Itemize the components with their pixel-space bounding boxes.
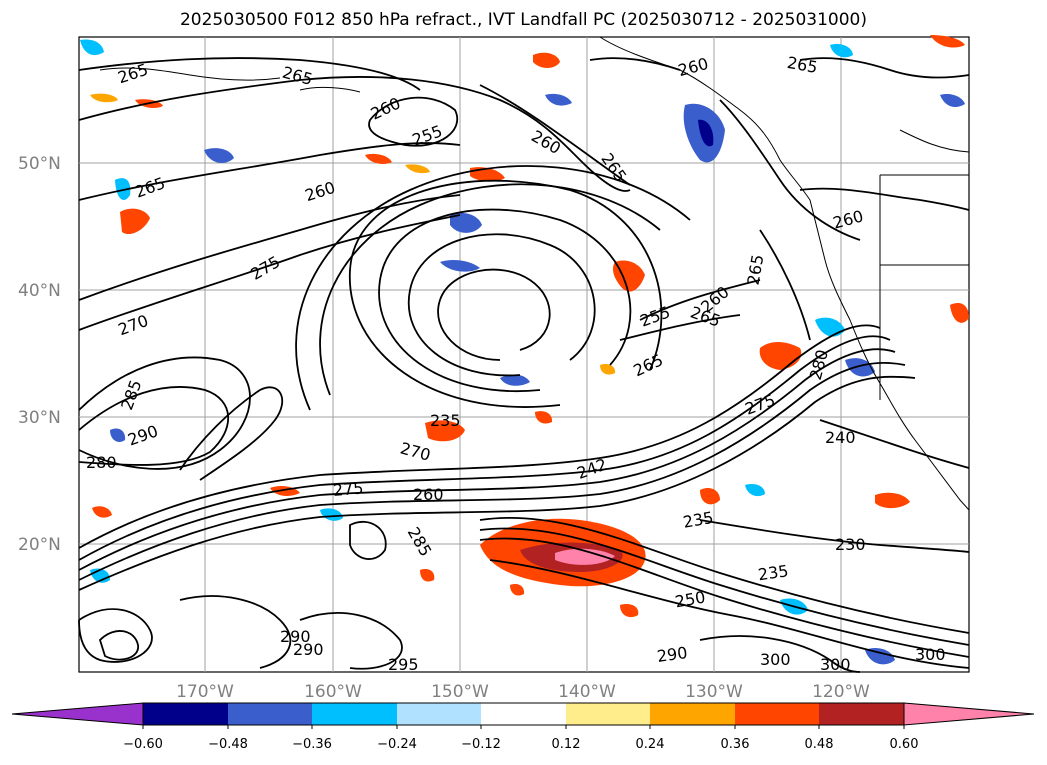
colorbar-tick-label: 0.24 xyxy=(636,737,665,752)
contour-label: 290 xyxy=(656,643,689,666)
contour-label: 260 xyxy=(413,485,444,504)
lat-label-20n: 20°N xyxy=(18,535,61,555)
colorbar-segment xyxy=(650,703,735,725)
colorbar-segment xyxy=(143,703,228,725)
colorbar-tick-label: 0.12 xyxy=(552,737,581,752)
colorbar-tick-label: −0.36 xyxy=(292,737,332,752)
contour-label: 235 xyxy=(430,411,461,430)
colorbar-tick-label: −0.24 xyxy=(377,737,417,752)
anomaly-fills xyxy=(80,35,969,665)
contour-lines xyxy=(78,57,970,673)
contour-label: 290 xyxy=(280,627,311,646)
latitude-labels: 50°N 40°N 30°N 20°N xyxy=(18,154,61,555)
lat-label-50n: 50°N xyxy=(18,154,61,174)
contour-label: 275 xyxy=(332,478,364,500)
colorbar-segment xyxy=(819,703,904,725)
contour-label: 290 xyxy=(293,640,324,659)
lon-label-150w: 150°W xyxy=(431,682,489,702)
contour-label: 300 xyxy=(820,655,851,674)
longitude-labels: 170°W 160°W 150°W 140°W 130°W 120°W xyxy=(176,682,870,702)
colorbar-tick-label: 0.48 xyxy=(805,737,834,752)
contour-label: 300 xyxy=(760,650,791,669)
contour-label: 295 xyxy=(388,655,419,674)
lon-label-170w: 170°W xyxy=(176,682,234,702)
colorbar-segment xyxy=(228,703,312,725)
colorbar-extend-low xyxy=(11,702,144,726)
lon-label-130w: 130°W xyxy=(685,682,743,702)
colorbar-extend-high xyxy=(903,702,1035,726)
lat-label-30n: 30°N xyxy=(18,408,61,428)
plot-title: 2025030500 F012 850 hPa refract., IVT La… xyxy=(179,10,867,30)
coastline xyxy=(99,36,970,511)
contour-label: 240 xyxy=(825,428,856,447)
colorbar-tick-label: 0.60 xyxy=(890,737,919,752)
lon-label-160w: 160°W xyxy=(304,682,362,702)
lon-label-120w: 120°W xyxy=(812,682,870,702)
contour-label: 280 xyxy=(86,453,117,472)
colorbar-tick-label: −0.12 xyxy=(461,737,501,752)
colorbar-tick-label: 0.36 xyxy=(721,737,750,752)
contour-label: 230 xyxy=(835,535,866,554)
colorbar: −0.60 −0.48 −0.36 −0.24 −0.12 0.12 0.24 … xyxy=(11,702,1035,752)
colorbar-segment xyxy=(735,703,819,725)
contour-label: 300 xyxy=(915,645,946,664)
lat-label-40n: 40°N xyxy=(18,281,61,301)
colorbar-tick-label: −0.48 xyxy=(208,737,248,752)
colorbar-segment xyxy=(312,703,397,725)
colorbar-segment xyxy=(566,703,650,725)
contour-label: 235 xyxy=(757,561,790,584)
colorbar-tick-label: −0.60 xyxy=(123,737,163,752)
map-panel: 265 265 260 255 260 265 260 265 265 260 … xyxy=(78,35,970,674)
colorbar-segment xyxy=(481,703,566,725)
lon-label-140w: 140°W xyxy=(558,682,616,702)
colorbar-segment xyxy=(397,703,481,725)
